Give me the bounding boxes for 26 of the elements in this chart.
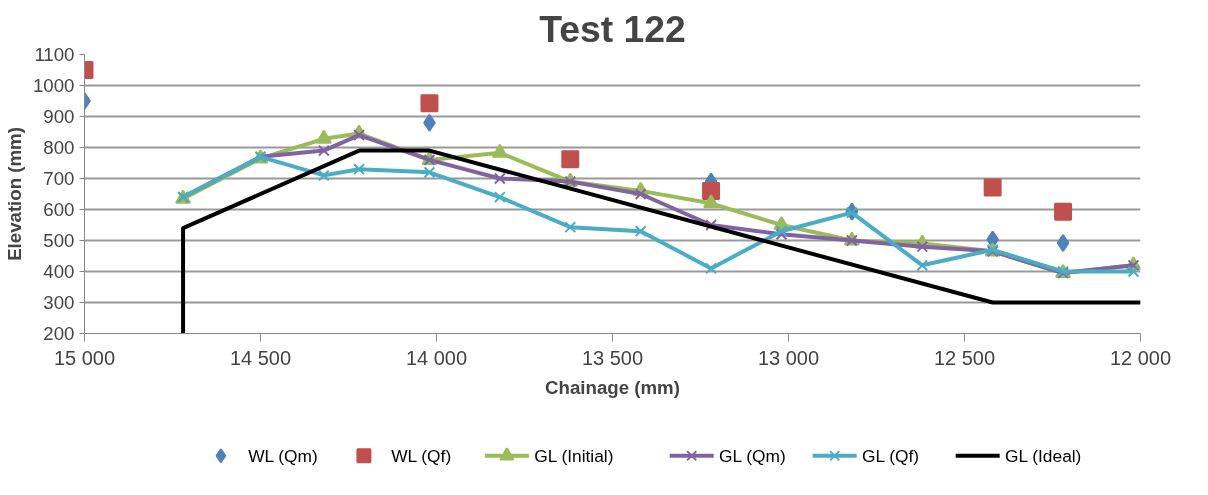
x-tick-label: 12 500 xyxy=(933,346,996,369)
legend-label: WL (Qf) xyxy=(391,445,452,466)
y-tick-label: 200 xyxy=(43,323,75,344)
y-tick-label: 700 xyxy=(43,168,75,189)
x-tick-label: 13 000 xyxy=(757,346,820,369)
legend-label: GL (Qm) xyxy=(718,445,786,466)
x-axis-title: Chainage (mm) xyxy=(545,376,680,398)
legend-label: GL (Qf) xyxy=(861,445,920,466)
y-axis-title: Elevation (mm) xyxy=(4,127,25,261)
y-tick-label: 800 xyxy=(43,137,75,158)
y-tick-label: 900 xyxy=(43,106,75,127)
y-tick-label: 600 xyxy=(43,199,75,220)
x-tick-label: 12 000 xyxy=(1109,346,1172,369)
x-tick-label: 15 000 xyxy=(53,346,116,369)
x-tick-label: 13 500 xyxy=(581,346,644,369)
chart-title: Test 122 xyxy=(539,7,686,50)
y-tick-label: 300 xyxy=(43,292,75,313)
y-tick-label: 400 xyxy=(43,261,75,282)
legend-label: GL (Initial) xyxy=(534,445,614,466)
y-tick-label: 1100 xyxy=(34,44,75,65)
legend-label: GL (Ideal) xyxy=(1004,445,1082,466)
x-tick-label: 14 000 xyxy=(405,346,468,369)
legend-label: WL (Qm) xyxy=(248,445,318,466)
y-tick-label: 1000 xyxy=(33,75,75,96)
y-tick-label: 500 xyxy=(43,230,75,251)
x-tick-label: 14 500 xyxy=(229,346,292,369)
